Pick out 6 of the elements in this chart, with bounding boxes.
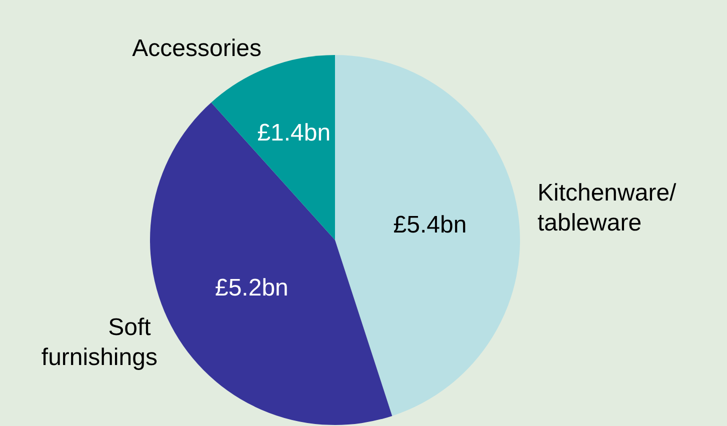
data-label: £5.4bn — [393, 211, 467, 238]
slice-label: Kitchenware/ tableware — [537, 179, 677, 236]
data-label: £1.4bn — [257, 119, 331, 146]
data-label: £5.2bn — [214, 274, 288, 302]
slice-label: Accessories — [132, 35, 262, 62]
slice-label: Soft furnishings — [41, 314, 158, 371]
